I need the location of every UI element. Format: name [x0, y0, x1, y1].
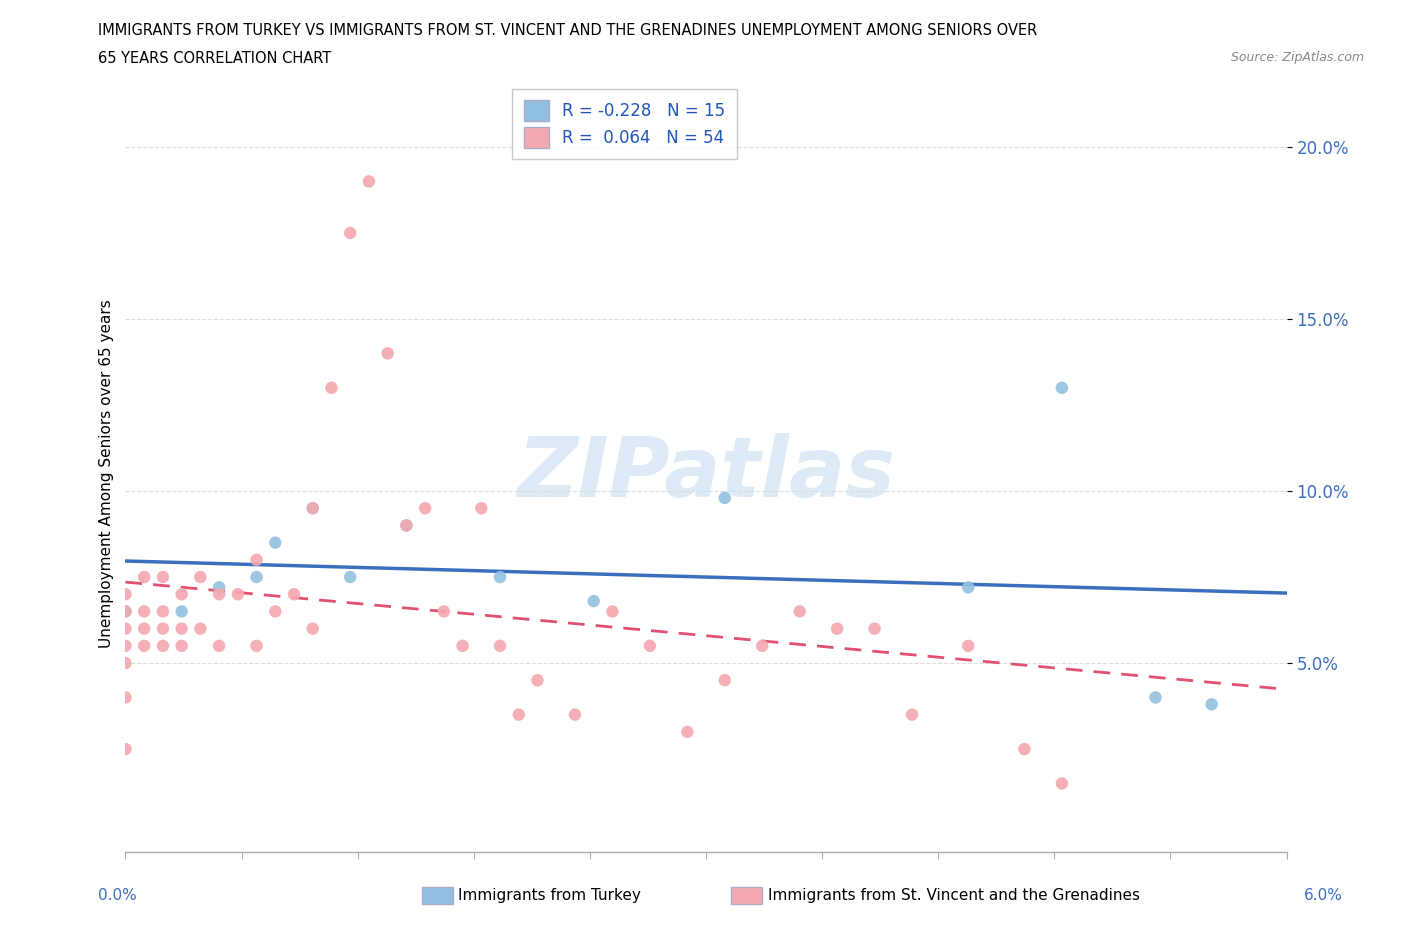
- Text: ZIPatlas: ZIPatlas: [517, 433, 896, 514]
- Point: [245, 638, 267, 653]
- Point: [1050, 380, 1073, 395]
- Point: [208, 638, 231, 653]
- Point: [170, 638, 193, 653]
- Point: [114, 690, 136, 705]
- Point: [789, 604, 811, 618]
- Point: [170, 587, 193, 602]
- Point: [676, 724, 699, 739]
- Point: [190, 621, 212, 636]
- Point: [114, 656, 136, 671]
- Point: [114, 621, 136, 636]
- Point: [526, 672, 548, 687]
- Point: [190, 569, 212, 584]
- Point: [134, 621, 156, 636]
- Point: [489, 569, 512, 584]
- Point: [208, 587, 231, 602]
- Point: [152, 569, 174, 584]
- Point: [152, 638, 174, 653]
- Point: [170, 604, 193, 618]
- Point: [377, 346, 399, 361]
- Point: [602, 604, 624, 618]
- Point: [339, 226, 361, 241]
- Point: [957, 580, 980, 595]
- Point: [170, 621, 193, 636]
- Point: [114, 638, 136, 653]
- Point: [751, 638, 773, 653]
- Point: [470, 500, 492, 515]
- Point: [863, 621, 886, 636]
- Point: [582, 593, 605, 608]
- Point: [638, 638, 661, 653]
- Point: [301, 500, 323, 515]
- Point: [339, 569, 361, 584]
- Point: [1144, 690, 1167, 705]
- Point: [264, 535, 287, 550]
- Point: [713, 490, 735, 505]
- Text: 65 YEARS CORRELATION CHART: 65 YEARS CORRELATION CHART: [98, 51, 332, 66]
- Point: [433, 604, 456, 618]
- Point: [208, 580, 231, 595]
- Y-axis label: Unemployment Among Seniors over 65 years: Unemployment Among Seniors over 65 years: [100, 299, 114, 648]
- Point: [395, 518, 418, 533]
- Text: IMMIGRANTS FROM TURKEY VS IMMIGRANTS FROM ST. VINCENT AND THE GRENADINES UNEMPLO: IMMIGRANTS FROM TURKEY VS IMMIGRANTS FRO…: [98, 23, 1038, 38]
- Point: [451, 638, 474, 653]
- Point: [134, 569, 156, 584]
- Point: [114, 587, 136, 602]
- Point: [152, 604, 174, 618]
- Text: Source: ZipAtlas.com: Source: ZipAtlas.com: [1230, 51, 1364, 64]
- Point: [825, 621, 848, 636]
- Text: 6.0%: 6.0%: [1303, 888, 1343, 903]
- Point: [152, 621, 174, 636]
- Point: [114, 604, 136, 618]
- Point: [283, 587, 305, 602]
- Point: [413, 500, 436, 515]
- Point: [357, 174, 380, 189]
- Point: [226, 587, 249, 602]
- Point: [564, 707, 586, 722]
- Point: [395, 518, 418, 533]
- Point: [901, 707, 924, 722]
- Point: [321, 380, 343, 395]
- Text: 0.0%: 0.0%: [98, 888, 138, 903]
- Point: [1014, 741, 1036, 756]
- Point: [134, 604, 156, 618]
- Point: [1201, 697, 1223, 711]
- Text: Immigrants from St. Vincent and the Grenadines: Immigrants from St. Vincent and the Gren…: [768, 888, 1140, 903]
- Point: [114, 604, 136, 618]
- Point: [245, 569, 267, 584]
- Point: [1050, 776, 1073, 790]
- Point: [134, 638, 156, 653]
- Point: [713, 672, 735, 687]
- Legend: R = -0.228   N = 15, R =  0.064   N = 54: R = -0.228 N = 15, R = 0.064 N = 54: [512, 88, 737, 159]
- Point: [301, 621, 323, 636]
- Point: [245, 552, 267, 567]
- Point: [264, 604, 287, 618]
- Point: [489, 638, 512, 653]
- Point: [508, 707, 530, 722]
- Point: [114, 741, 136, 756]
- Text: Immigrants from Turkey: Immigrants from Turkey: [458, 888, 641, 903]
- Point: [957, 638, 980, 653]
- Point: [301, 500, 323, 515]
